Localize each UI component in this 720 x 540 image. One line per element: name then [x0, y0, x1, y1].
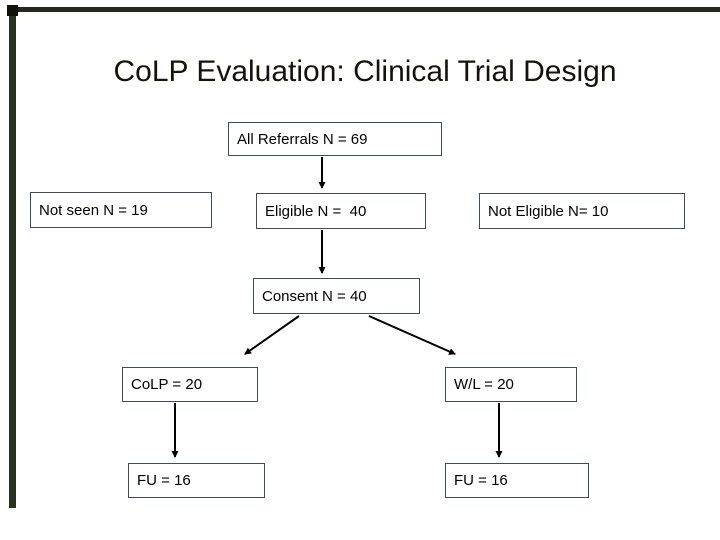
- flow-box-eligible: Eligible N = 40: [256, 193, 426, 229]
- arrow-consent-to-colp: [244, 315, 300, 355]
- flow-box-all-referrals-label: All Referrals N = 69: [237, 130, 368, 148]
- flow-box-fu-right: FU = 16: [445, 463, 589, 498]
- flow-box-not-eligible-label: Not Eligible N= 10: [488, 202, 609, 220]
- flow-box-colp-label: CoLP = 20: [131, 376, 203, 393]
- flow-box-not-seen-label: Not seen N = 19: [39, 201, 148, 219]
- flow-box-consent-label: Consent N = 40: [262, 287, 367, 305]
- flow-box-fu-left: FU = 16: [128, 463, 265, 498]
- slide-frame-top-edge: [8, 7, 720, 12]
- arrow-consent-to-wl: [368, 315, 456, 355]
- flow-box-fu-left-label: FU = 16: [137, 472, 191, 489]
- flow-box-not-seen: Not seen N = 19: [30, 192, 212, 228]
- flow-box-wl-label: W/L = 20: [454, 376, 514, 393]
- flow-box-wl: W/L = 20: [445, 367, 577, 402]
- slide-frame-corner: [7, 5, 18, 16]
- flow-box-consent: Consent N = 40: [253, 278, 420, 314]
- flow-box-all-referrals: All Referrals N = 69: [228, 122, 442, 156]
- flow-box-not-eligible: Not Eligible N= 10: [479, 193, 685, 229]
- slide-title: CoLP Evaluation: Clinical Trial Design: [113, 55, 617, 88]
- flow-box-eligible-label: Eligible N = 40: [265, 202, 367, 220]
- flow-box-fu-right-label: FU = 16: [454, 472, 508, 489]
- slide-frame-left-edge: [9, 7, 16, 508]
- flow-box-colp: CoLP = 20: [122, 367, 258, 402]
